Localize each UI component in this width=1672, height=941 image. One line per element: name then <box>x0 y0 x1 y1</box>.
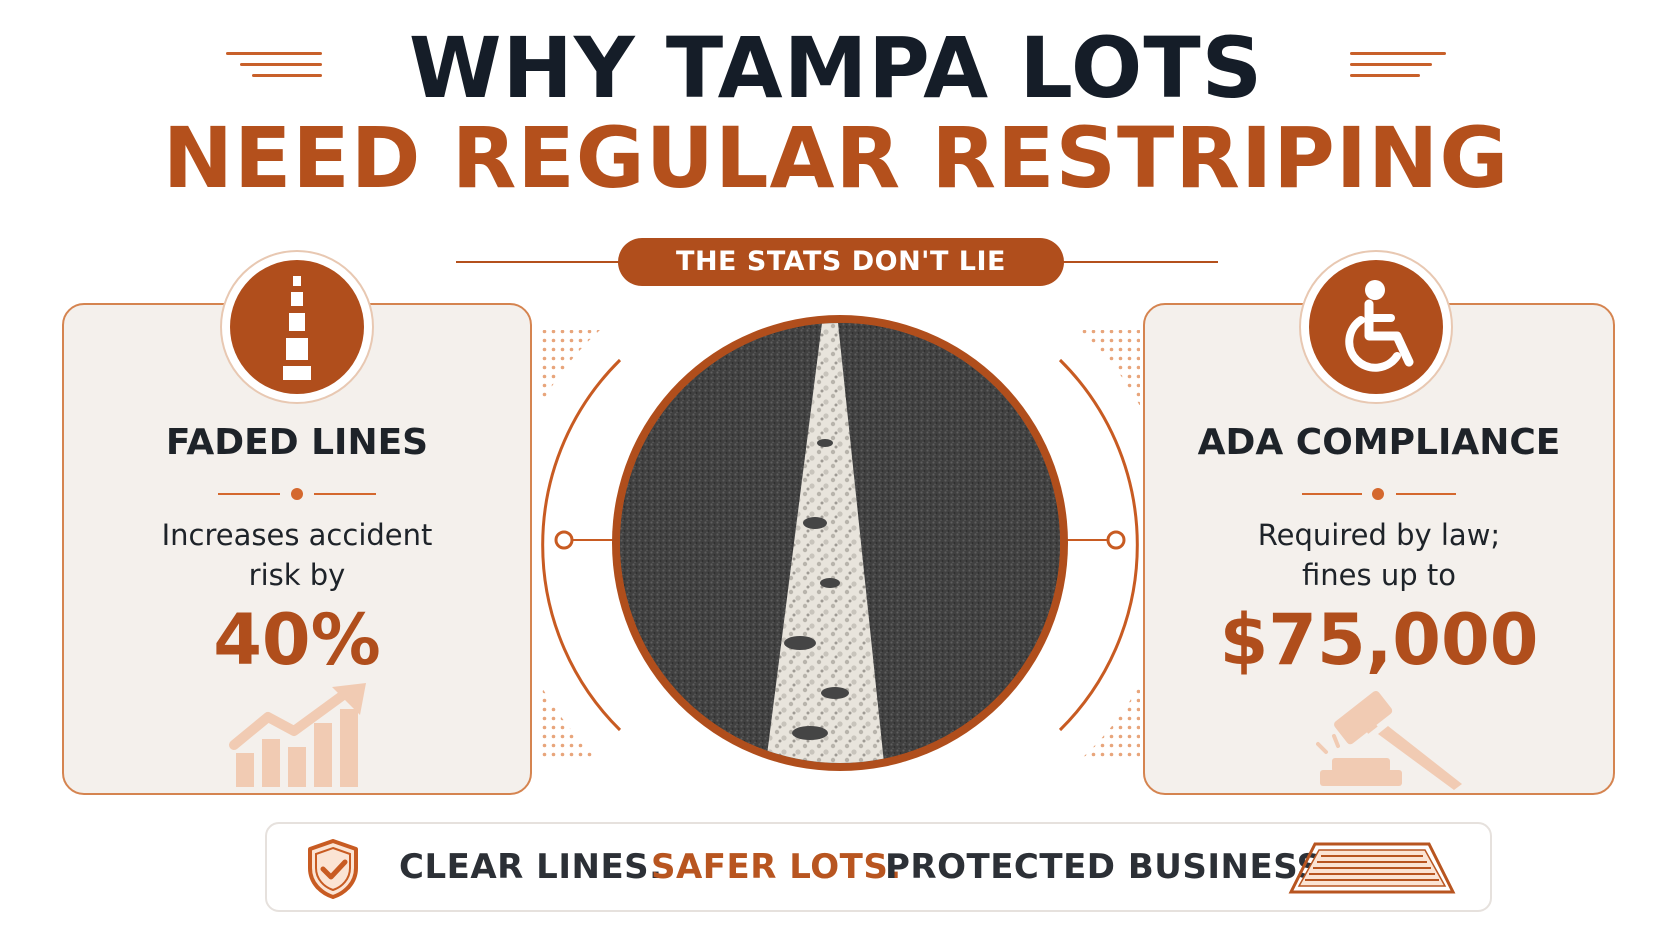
gavel-icon <box>1316 690 1462 790</box>
card-ada-desc-line1: Required by law; <box>1257 518 1501 552</box>
card-faded-lines-desc-line2: risk by <box>248 558 346 592</box>
wheelchair-icon <box>1345 280 1414 372</box>
card-faded-lines-title: FADED LINES <box>165 422 429 463</box>
footer-bar: CLEAR LINES. SAFER LOTS. PROTECTED BUSIN… <box>265 822 1492 912</box>
center-decor <box>540 330 1140 760</box>
card-ada-divider-left <box>1302 493 1362 495</box>
card-faded-lines-value: 40% <box>213 599 381 681</box>
card-faded-lines-divider-right <box>314 493 376 495</box>
speed-lines-right <box>1350 50 1450 84</box>
page-title-line1: WHY TAMPA LOTS <box>408 19 1264 117</box>
footer-part2: SAFER LOTS. <box>651 847 902 887</box>
shield-check-icon <box>308 839 358 899</box>
footer-part1: CLEAR LINES. <box>399 847 663 887</box>
card-faded-lines-badge <box>220 250 374 404</box>
rising-chart-icon <box>229 683 366 787</box>
card-ada-divider-right <box>1396 493 1456 495</box>
stats-ribbon: THE STATS DON'T LIE <box>618 238 1064 286</box>
page-title-line2: NEED REGULAR RESTRIPING <box>162 109 1510 207</box>
card-ada-desc-line2: fines up to <box>1302 558 1456 592</box>
card-faded-lines-divider-dot <box>291 488 303 500</box>
card-ada-title: ADA COMPLIANCE <box>1197 422 1561 463</box>
ribbon-line-left <box>456 261 626 263</box>
card-faded-lines-divider-left <box>218 493 280 495</box>
faded-road-line-photo <box>612 315 1068 771</box>
road-stripe <box>620 323 1060 763</box>
card-ada-value: $75,000 <box>1219 599 1539 681</box>
crosswalk-icon <box>1288 842 1456 894</box>
card-ada-divider-dot <box>1372 488 1384 500</box>
speed-lines-left <box>222 50 322 84</box>
card-faded-lines-desc-line1: Increases accident <box>161 518 433 552</box>
footer-part3: PROTECTED BUSINESS. <box>885 847 1336 887</box>
card-ada-badge <box>1299 250 1453 404</box>
road-lane-icon <box>283 276 311 380</box>
ribbon-line-right <box>1056 261 1218 263</box>
